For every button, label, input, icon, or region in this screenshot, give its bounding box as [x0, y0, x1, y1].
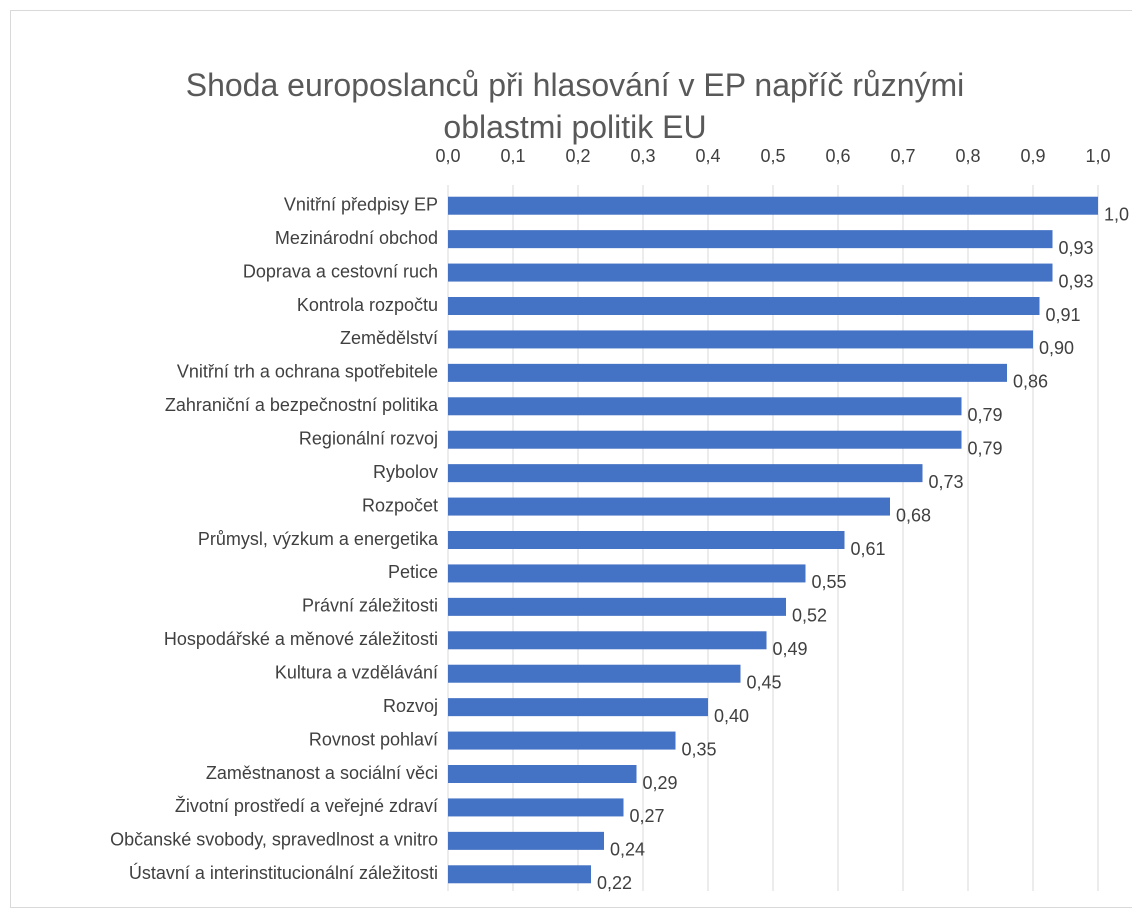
y-tick-label: Rovnost pohlaví: [309, 729, 438, 749]
bar: [448, 798, 624, 817]
data-label: 0,68: [896, 505, 931, 525]
data-label: 0,91: [1046, 305, 1081, 325]
data-label: 0,40: [714, 706, 749, 726]
bar: [448, 196, 1098, 215]
y-tick-label: Životní prostředí a veřejné zdraví: [175, 796, 438, 816]
x-tick-label: 0,7: [890, 146, 915, 166]
y-tick-label: Zahraniční a bezpečnostní politika: [165, 395, 439, 415]
x-tick-label: 1,0: [1085, 146, 1110, 166]
bar: [448, 664, 741, 683]
data-label: 0,52: [792, 606, 827, 626]
y-tick-label: Zaměstnanost a sociální věci: [206, 763, 438, 783]
y-tick-label: Rozpočet: [362, 495, 438, 515]
data-label: 1,0: [1104, 204, 1129, 224]
bar: [448, 865, 591, 884]
data-label: 0,93: [1059, 238, 1094, 258]
bar: [448, 731, 676, 750]
bar: [448, 564, 806, 583]
data-label: 0,93: [1059, 271, 1094, 291]
bar: [448, 531, 845, 549]
y-tick-label: Občanské svobody, spravedlnost a vnitro: [110, 830, 438, 850]
x-tick-label: 0,5: [760, 146, 785, 166]
data-label: 0,35: [682, 739, 717, 759]
y-tick-label: Regionální rozvoj: [299, 428, 438, 448]
data-label: 0,73: [929, 472, 964, 492]
data-label: 0,24: [610, 840, 645, 860]
bar: [448, 497, 890, 516]
data-label: 0,90: [1039, 338, 1074, 358]
y-tick-label: Mezinárodní obchod: [275, 228, 438, 248]
bar: [448, 831, 604, 850]
y-tick-label: Vnitřní předpisy EP: [284, 194, 438, 214]
data-label: 0,49: [773, 639, 808, 659]
chart-border: [10, 10, 1132, 908]
data-label: 0,79: [968, 405, 1003, 425]
bar: [448, 430, 962, 449]
bar: [448, 631, 767, 650]
data-label: 0,45: [747, 672, 782, 692]
bar: [448, 230, 1053, 249]
y-tick-label: Kultura a vzdělávání: [275, 662, 438, 682]
x-tick-label: 0,9: [1020, 146, 1045, 166]
bar: [448, 397, 962, 416]
data-label: 0,29: [643, 773, 678, 793]
x-tick-label: 0,2: [565, 146, 590, 166]
chart-title: Shoda europoslanců při hlasování v EP na…: [185, 67, 965, 145]
bar: [448, 263, 1053, 282]
bar: [448, 698, 708, 717]
y-tick-label: Ústavní a interinstitucionální záležitos…: [129, 862, 438, 883]
y-tick-label: Vnitřní trh a ochrana spotřebitele: [177, 362, 438, 382]
y-tick-label: Kontrola rozpočtu: [297, 295, 438, 315]
y-tick-label: Petice: [388, 562, 438, 582]
x-tick-label: 0,1: [500, 146, 525, 166]
x-tick-label: 0,3: [630, 146, 655, 166]
y-tick-label: Rybolov: [373, 462, 438, 482]
bar: [448, 765, 637, 783]
bar: [448, 597, 786, 616]
y-tick-label: Zemědělství: [340, 328, 438, 348]
y-tick-label: Průmysl, výzkum a energetika: [198, 529, 439, 549]
data-label: 0,22: [597, 873, 632, 893]
bar: [448, 330, 1033, 349]
data-label: 0,61: [851, 539, 886, 559]
data-label: 0,79: [968, 438, 1003, 458]
bar: [448, 363, 1007, 382]
x-tick-label: 0,4: [695, 146, 720, 166]
y-tick-label: Právní záležitosti: [302, 596, 438, 616]
y-tick-label: Doprava a cestovní ruch: [243, 261, 438, 281]
x-tick-label: 0,6: [825, 146, 850, 166]
data-label: 0,86: [1013, 372, 1048, 392]
x-tick-label: 0,0: [435, 146, 460, 166]
data-label: 0,55: [812, 572, 847, 592]
y-tick-label: Hospodářské a měnové záležitosti: [164, 629, 438, 649]
bar: [448, 464, 923, 483]
bar: [448, 297, 1040, 315]
y-tick-label: Rozvoj: [383, 696, 438, 716]
x-tick-label: 0,8: [955, 146, 980, 166]
data-label: 0,27: [630, 806, 665, 826]
